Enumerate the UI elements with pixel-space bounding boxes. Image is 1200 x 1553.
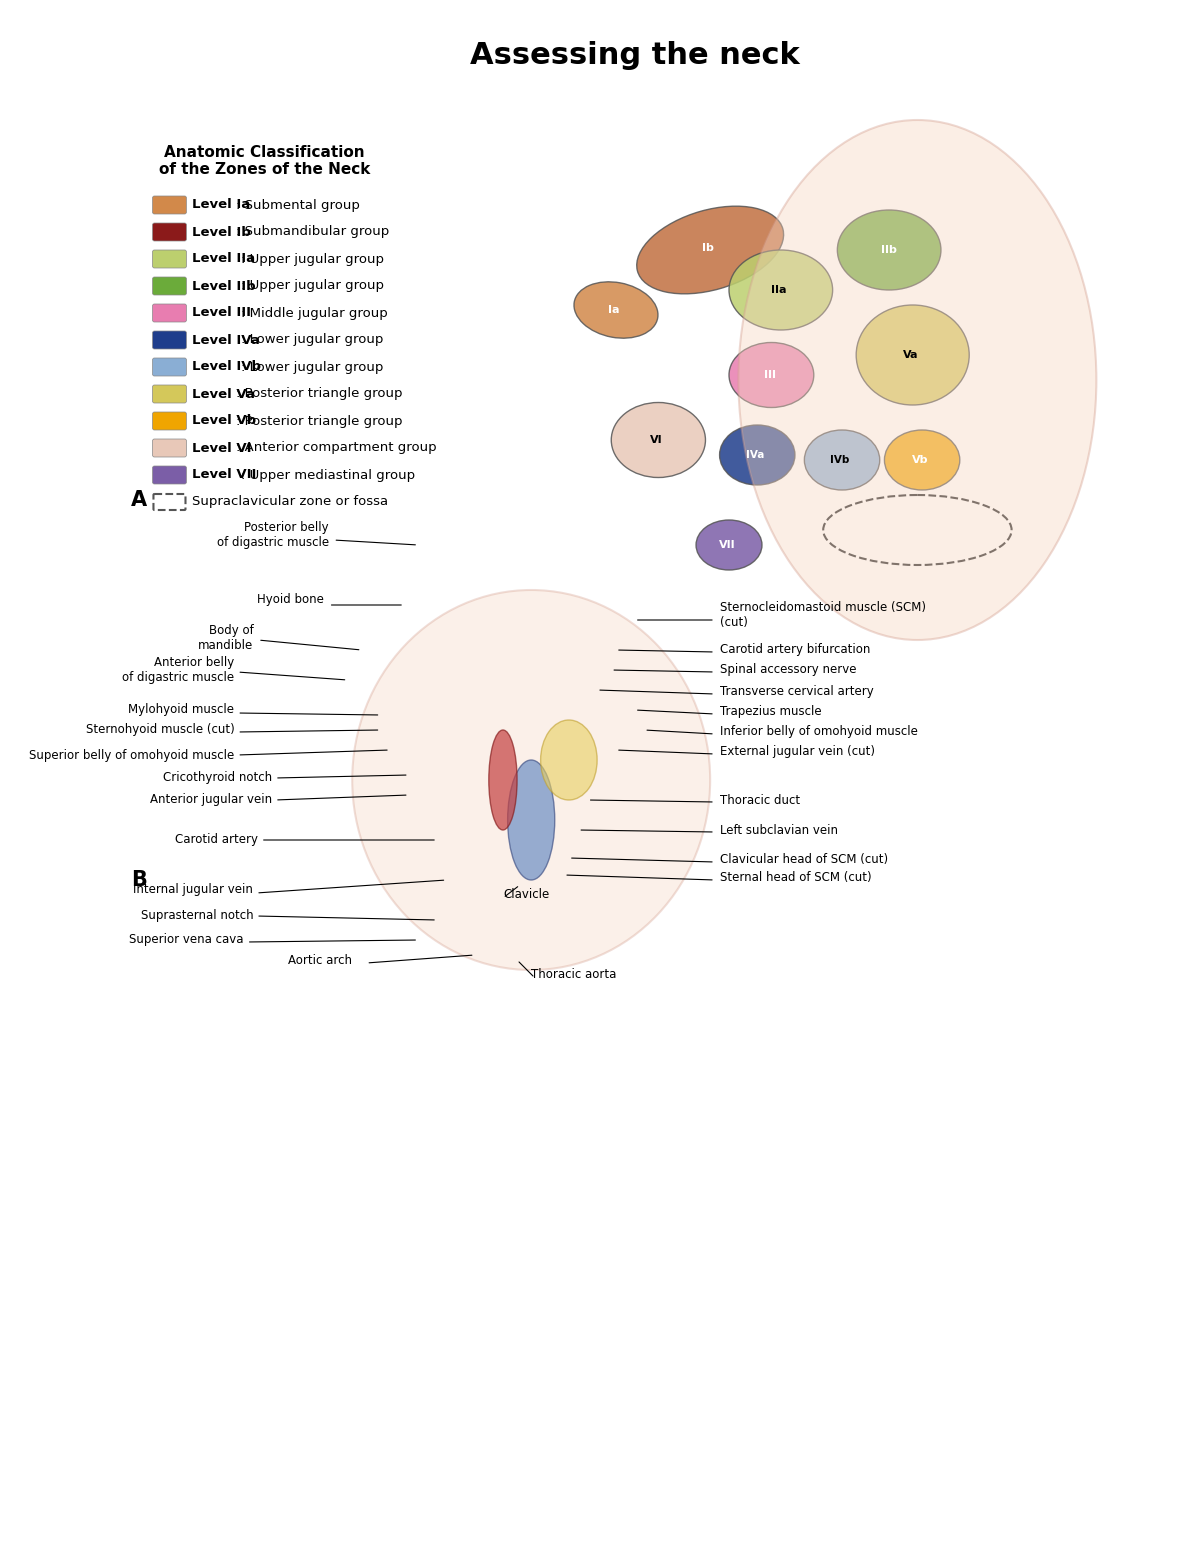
Text: Spinal accessory nerve: Spinal accessory nerve [720, 663, 856, 677]
Text: : Lower jugular group: : Lower jugular group [241, 334, 384, 346]
Text: Thoracic duct: Thoracic duct [720, 794, 799, 806]
Text: Left subclavian vein: Left subclavian vein [720, 823, 838, 837]
FancyBboxPatch shape [152, 196, 186, 214]
Text: IVb: IVb [830, 455, 850, 464]
Text: : Upper jugular group: : Upper jugular group [241, 253, 384, 266]
Text: Thoracic aorta: Thoracic aorta [532, 969, 617, 981]
Text: Clavicular head of SCM (cut): Clavicular head of SCM (cut) [720, 854, 888, 867]
Text: Suprasternal notch: Suprasternal notch [140, 909, 253, 921]
Text: Level IIa: Level IIa [192, 253, 256, 266]
Text: IIa: IIa [772, 286, 787, 295]
Text: Anterior jugular vein: Anterior jugular vein [150, 794, 272, 806]
Text: Carotid artery: Carotid artery [175, 834, 258, 846]
Text: Ia: Ia [608, 304, 620, 315]
Text: Sternocleidomastoid muscle (SCM)
(cut): Sternocleidomastoid muscle (SCM) (cut) [720, 601, 925, 629]
Ellipse shape [353, 590, 710, 971]
Text: : Posterior triangle group: : Posterior triangle group [235, 388, 402, 401]
Text: Level Va: Level Va [192, 388, 254, 401]
Text: Sternal head of SCM (cut): Sternal head of SCM (cut) [720, 871, 871, 885]
Ellipse shape [856, 304, 970, 405]
Text: : Anterior compartment group: : Anterior compartment group [235, 441, 437, 455]
FancyBboxPatch shape [152, 304, 186, 321]
Ellipse shape [696, 520, 762, 570]
Text: VI: VI [650, 435, 662, 446]
FancyBboxPatch shape [152, 439, 186, 457]
FancyBboxPatch shape [152, 250, 186, 269]
FancyBboxPatch shape [152, 385, 186, 402]
Text: Level IVa: Level IVa [192, 334, 260, 346]
Ellipse shape [730, 343, 814, 407]
Text: Level VI: Level VI [192, 441, 252, 455]
Ellipse shape [838, 210, 941, 290]
Text: : Lower jugular group: : Lower jugular group [241, 360, 384, 374]
Text: Hyoid bone: Hyoid bone [257, 593, 324, 607]
Text: Level IVb: Level IVb [192, 360, 262, 374]
Text: B: B [131, 870, 146, 890]
Text: External jugular vein (cut): External jugular vein (cut) [720, 745, 875, 758]
Text: : Upper mediastinal group: : Upper mediastinal group [241, 469, 415, 481]
Text: Superior belly of omohyoid muscle: Superior belly of omohyoid muscle [29, 749, 234, 761]
Text: Anterior belly
of digastric muscle: Anterior belly of digastric muscle [122, 655, 234, 683]
Text: Supraclavicular zone or fossa: Supraclavicular zone or fossa [192, 495, 389, 508]
Text: Assessing the neck: Assessing the neck [470, 40, 799, 70]
Ellipse shape [884, 430, 960, 491]
Text: Sternohyoid muscle (cut): Sternohyoid muscle (cut) [85, 724, 234, 736]
Text: A: A [131, 491, 146, 509]
Text: Level VII: Level VII [192, 469, 257, 481]
FancyBboxPatch shape [152, 331, 186, 349]
Text: Anatomic Classification
of the Zones of the Neck: Anatomic Classification of the Zones of … [160, 144, 371, 177]
Ellipse shape [508, 759, 554, 881]
Ellipse shape [637, 207, 784, 294]
Text: : Upper jugular group: : Upper jugular group [241, 280, 384, 292]
Text: Carotid artery bifurcation: Carotid artery bifurcation [720, 643, 870, 657]
Text: : Middle jugular group: : Middle jugular group [241, 306, 388, 320]
Text: Va: Va [904, 349, 918, 360]
Text: Mylohyoid muscle: Mylohyoid muscle [128, 704, 234, 716]
Text: Level Ia: Level Ia [192, 199, 251, 211]
Ellipse shape [720, 426, 794, 485]
Ellipse shape [541, 721, 598, 800]
Text: Ib: Ib [702, 242, 714, 253]
Ellipse shape [488, 730, 517, 829]
Text: Vb: Vb [912, 455, 929, 464]
Text: Inferior belly of omohyoid muscle: Inferior belly of omohyoid muscle [720, 725, 918, 739]
Text: Aortic arch: Aortic arch [288, 954, 353, 966]
Text: Clavicle: Clavicle [503, 888, 550, 901]
FancyBboxPatch shape [152, 466, 186, 485]
Text: IIb: IIb [881, 245, 898, 255]
Text: Level Ib: Level Ib [192, 225, 251, 239]
Text: Level Vb: Level Vb [192, 415, 257, 427]
Text: VII: VII [719, 540, 736, 550]
Text: : Submandibular group: : Submandibular group [235, 225, 389, 239]
FancyBboxPatch shape [152, 224, 186, 241]
FancyBboxPatch shape [152, 359, 186, 376]
Text: Internal jugular vein: Internal jugular vein [133, 884, 253, 896]
Text: Superior vena cava: Superior vena cava [130, 933, 244, 946]
Text: Posterior belly
of digastric muscle: Posterior belly of digastric muscle [216, 520, 329, 550]
Ellipse shape [730, 250, 833, 329]
Text: Trapezius muscle: Trapezius muscle [720, 705, 821, 719]
Ellipse shape [574, 281, 658, 339]
Ellipse shape [611, 402, 706, 477]
Text: : Posterior triangle group: : Posterior triangle group [235, 415, 402, 427]
Ellipse shape [738, 120, 1097, 640]
Text: Transverse cervical artery: Transverse cervical artery [720, 685, 874, 699]
FancyBboxPatch shape [152, 276, 186, 295]
Text: Cricothyroid notch: Cricothyroid notch [163, 772, 272, 784]
Text: IVa: IVa [746, 450, 764, 460]
Text: III: III [763, 370, 775, 380]
Ellipse shape [804, 430, 880, 491]
Text: Level IIb: Level IIb [192, 280, 256, 292]
Text: Body of
mandible: Body of mandible [198, 624, 253, 652]
FancyBboxPatch shape [152, 412, 186, 430]
Text: : Submental group: : Submental group [235, 199, 360, 211]
Text: Level III: Level III [192, 306, 251, 320]
